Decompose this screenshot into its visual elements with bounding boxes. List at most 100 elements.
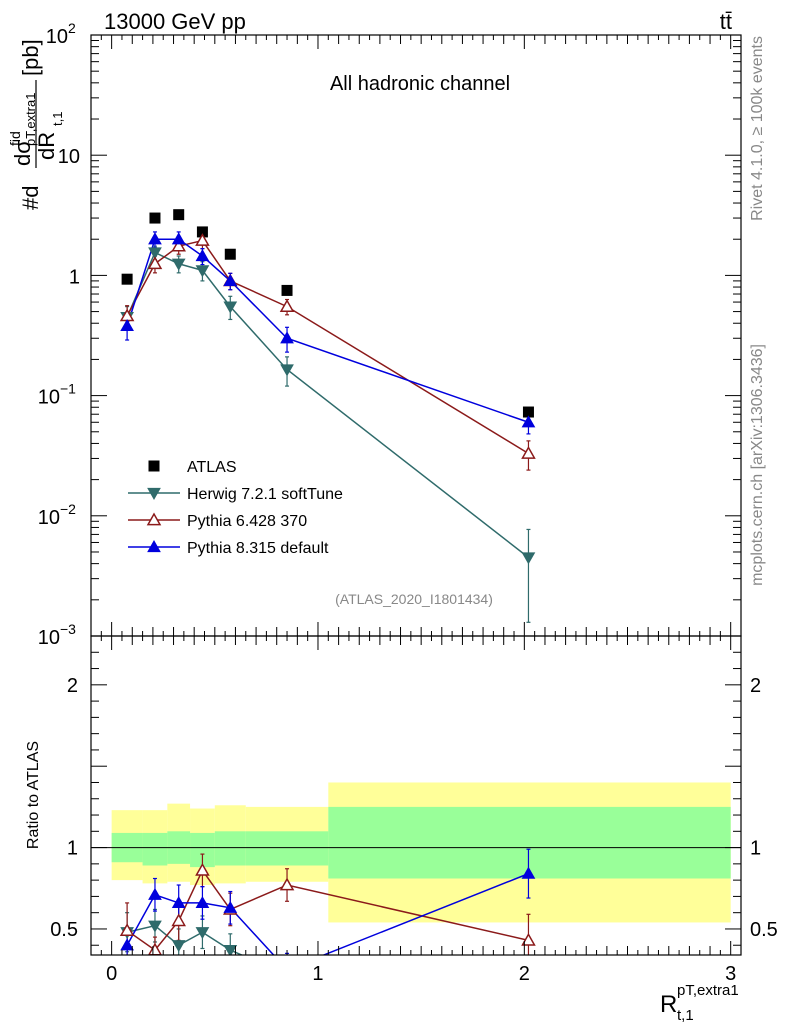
herwig-7-2-1-softtune-point xyxy=(280,364,294,377)
y-label-numerator: dσ xyxy=(10,140,35,166)
herwig-7-2-1-softtune-point xyxy=(171,258,186,271)
herwig-7-2-1-softtune-ratio-point xyxy=(195,927,210,940)
pythia-6-428-370-point xyxy=(195,233,210,246)
y-tick-label: 10 −1 xyxy=(38,381,76,409)
legend-marker-pythia-8-315-default xyxy=(147,540,161,553)
ratio-uncertainty-bands xyxy=(111,782,731,923)
atlas-point xyxy=(173,209,185,221)
header-right: tt̄ xyxy=(720,9,732,34)
pythia-8-315-default-point xyxy=(223,273,238,287)
y-tick-label-base: 10 xyxy=(38,387,60,409)
pythia-6-428-370-point xyxy=(171,238,186,252)
atlas-point xyxy=(149,212,161,224)
pythia-6-428-370-line xyxy=(126,239,529,455)
main-error-bars xyxy=(125,231,531,623)
ratio-y-tick-label-right: 0.5 xyxy=(750,919,778,941)
y-tick-label-exp: −1 xyxy=(60,381,76,397)
y-tick-label: 10 xyxy=(58,146,80,168)
legend-label-pythia-6-428-370: Pythia 6.428 370 xyxy=(187,513,307,530)
herwig-7-2-1-softtune-ratio-point xyxy=(522,996,534,1007)
x-label-sup: pT,extra1 xyxy=(677,982,739,999)
x-axis-label: R pT,extra1 t,1 xyxy=(660,982,739,1024)
herwig-7-2-1-softtune-ratio-point xyxy=(223,944,238,955)
ratio-y-tick-label: 2 xyxy=(67,675,78,697)
y-tick-label-base: 1 xyxy=(69,266,80,288)
y-tick-label: 10 −3 xyxy=(38,621,76,649)
main-series-lines xyxy=(126,238,529,559)
ratio-y-tick-label-right: 1 xyxy=(750,838,761,860)
ratio-tick-labels: 0 1 2 3 0.5 0.5 1 1 2 2 xyxy=(50,675,778,985)
pythia-6-428-370-ratio-point xyxy=(279,877,295,891)
legend-label-herwig-7-2-1-softtune: Herwig 7.2.1 softTune xyxy=(187,486,343,503)
atlas-point xyxy=(196,226,208,238)
y-axis-label-main: #d dσ fid pT,extra1 dR t,1 [pb] xyxy=(7,39,65,210)
ratio-y-tick-label-right: 2 xyxy=(750,675,761,697)
x-tick-label: 2 xyxy=(519,963,530,985)
y-tick-label-base: 10 xyxy=(58,146,80,168)
legend-label-atlas: ATLAS xyxy=(187,459,237,476)
x-tick-label: 3 xyxy=(725,963,736,985)
y-tick-label-exp: −2 xyxy=(60,501,76,517)
pythia-8-315-default-point xyxy=(280,331,294,344)
legend-marker-pythia-6-428-370 xyxy=(146,512,162,526)
band-green-bin-4 xyxy=(214,831,246,866)
y-tick-label: 10 2 xyxy=(46,20,76,48)
atlas-point xyxy=(281,284,293,296)
legend-marker-atlas xyxy=(148,460,160,472)
y-label-den-sub: t,1 xyxy=(50,112,65,126)
herwig-7-2-1-softtune-ratio-point xyxy=(171,940,186,953)
x-tick-label: 1 xyxy=(312,963,323,985)
pythia-6-428-370-ratio-point xyxy=(119,923,135,936)
pythia-8-315-default-point xyxy=(171,232,186,245)
pythia-8-315-default-ratio-point xyxy=(281,964,293,975)
pythia-6-428-370-point xyxy=(521,446,536,459)
pythia-8-315-default-ratio-point xyxy=(171,895,186,909)
x-tick-label: 0 xyxy=(106,963,117,985)
y-tick-label-base: 10 xyxy=(38,627,60,649)
pythia-8-315-default-ratio-point xyxy=(195,895,210,909)
ratio-ticks xyxy=(91,635,741,955)
ratio-y-tick-label: 0.5 xyxy=(50,919,78,941)
ratio-panel: 0 1 2 3 0.5 0.5 1 1 2 2 xyxy=(50,635,778,1007)
main-ticks xyxy=(91,34,741,637)
pythia-8-315-default-point xyxy=(148,232,162,245)
side-label-rivet: Rivet 4.1.0, ≥ 100k events xyxy=(749,36,766,221)
y-label-unit: [pb] xyxy=(18,39,43,76)
ratio-y-tick-label: 1 xyxy=(67,838,78,860)
legend: ATLAS Herwig 7.2.1 softTune Pythia 6.428 3… xyxy=(128,459,343,557)
herwig-7-2-1-softtune-ratio-point xyxy=(148,920,162,933)
band-green-bin-6 xyxy=(328,806,731,879)
chart-title: All hadronic channel xyxy=(330,73,510,95)
y-tick-label-exp: −3 xyxy=(60,621,76,637)
ratio-frame xyxy=(90,635,742,956)
band-green-bin-1 xyxy=(142,832,168,866)
side-label-mcplots: mcplots.cern.ch [arXiv:1306.3436] xyxy=(749,344,766,586)
pythia-6-428-370-ratio-point xyxy=(171,913,186,927)
band-green-bin-5 xyxy=(245,831,329,866)
pythia-8-315-default-point xyxy=(195,249,210,262)
herwig-7-2-1-softtune-ratio-line xyxy=(126,924,244,955)
pythia-8-315-default-ratio-point xyxy=(148,887,162,900)
y-tick-label-base: 10 xyxy=(46,26,68,48)
pythia-8-315-default-ratio-point xyxy=(223,900,238,913)
y-tick-label: 1 xyxy=(69,266,80,288)
pythia-8-315-default-ratio-point xyxy=(120,938,134,951)
atlas-point xyxy=(224,248,236,260)
herwig-7-2-1-softtune-line xyxy=(126,251,529,559)
legend-marker-herwig-7-2-1-softtune xyxy=(147,487,161,500)
pythia-6-428-370-point xyxy=(279,299,295,312)
pythia-8-315-default-ratio-point xyxy=(521,866,536,879)
x-label-main: R xyxy=(660,991,677,1018)
atlas-point xyxy=(522,406,534,418)
herwig-7-2-1-softtune-point xyxy=(521,552,536,565)
herwig-7-2-1-softtune-point xyxy=(223,301,238,314)
analysis-reference: (ATLAS_2020_I1801434) xyxy=(335,591,493,607)
main-markers xyxy=(119,209,536,565)
y-tick-label-exp: 2 xyxy=(68,20,76,36)
y-label-sup: fid xyxy=(7,131,23,146)
pythia-6-428-370-point xyxy=(147,256,163,270)
ratio-markers xyxy=(119,862,536,1007)
y-label-sub: pT,extra1 xyxy=(23,93,38,146)
